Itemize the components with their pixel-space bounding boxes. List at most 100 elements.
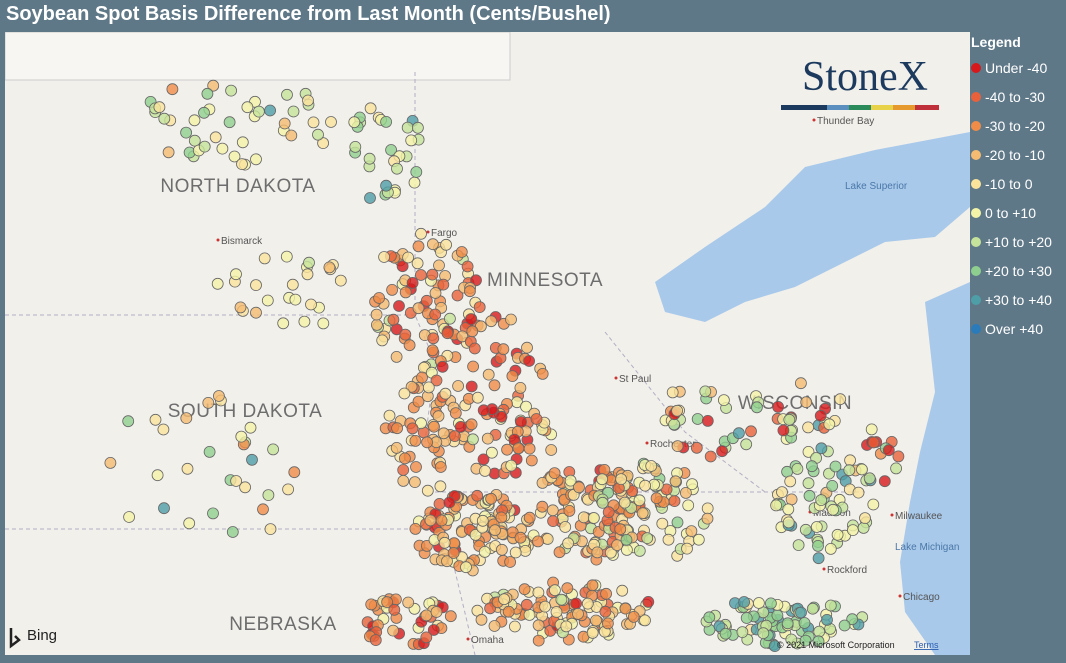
location-dot (471, 489, 484, 502)
location-dot (478, 546, 491, 558)
location-dot (865, 423, 878, 436)
location-dot (388, 603, 401, 616)
legend-swatch (971, 294, 981, 305)
location-dot (477, 453, 490, 466)
location-dot (536, 500, 549, 513)
location-dot (476, 514, 489, 527)
location-dot (602, 617, 614, 630)
location-dot (415, 227, 427, 240)
location-dot (202, 396, 215, 409)
location-dot (771, 609, 784, 622)
location-dot (443, 496, 456, 509)
location-dot (784, 475, 797, 488)
legend-swatch (971, 120, 981, 131)
location-dot (285, 129, 298, 142)
location-dot (370, 318, 383, 331)
location-dot (671, 440, 684, 453)
legend-item[interactable]: Over +40 (971, 314, 1063, 343)
legend-item[interactable]: Under -40 (971, 53, 1063, 82)
location-dot (212, 390, 225, 402)
location-dot (785, 493, 798, 506)
location-dot (482, 368, 495, 381)
terms[interactable]: Terms (914, 640, 939, 650)
location-dot (765, 597, 777, 610)
location-dot (618, 496, 631, 509)
location-dot (424, 514, 437, 527)
legend-item[interactable]: -20 to -10 (971, 140, 1063, 169)
location-dot (549, 584, 561, 597)
location-dot (736, 626, 749, 638)
location-dot (846, 613, 859, 626)
location-dot (768, 640, 781, 652)
location-dot (641, 532, 654, 545)
location-dot (685, 525, 698, 538)
location-dot (559, 521, 572, 533)
location-dot (564, 474, 577, 487)
location-dot (619, 602, 632, 615)
location-dot (449, 407, 462, 420)
legend-item[interactable]: 0 to +10 (971, 198, 1063, 227)
location-dot (323, 261, 336, 274)
location-dot (390, 441, 403, 454)
location-dot (497, 343, 510, 356)
location-dot (596, 496, 609, 509)
location-dot (505, 313, 517, 326)
legend-item[interactable]: -40 to -30 (971, 82, 1063, 111)
location-dot (681, 542, 693, 555)
location-dot (863, 472, 876, 485)
location-dot (281, 88, 293, 101)
location-dot (806, 602, 819, 615)
legend-item[interactable]: -10 to 0 (971, 169, 1063, 198)
location-dot (467, 360, 480, 373)
location-dot (258, 252, 271, 265)
location-dot (488, 379, 501, 392)
location-dot (662, 533, 675, 546)
place-marker (216, 238, 220, 242)
location-dot (463, 285, 476, 298)
legend-label: -10 to 0 (985, 175, 1033, 192)
location-dot (477, 404, 490, 417)
location-dot (471, 391, 484, 404)
location-dot (733, 427, 745, 440)
location-dot (668, 418, 680, 431)
location-dot (532, 619, 545, 632)
location-dot (441, 555, 453, 568)
location-dot (364, 192, 376, 204)
location-dot (520, 400, 532, 413)
location-dot (438, 536, 451, 549)
location-dot (645, 460, 658, 472)
location-dot (405, 134, 418, 147)
location-dot (890, 462, 902, 475)
legend-item[interactable]: +20 to +30 (971, 256, 1063, 285)
location-dot (523, 511, 536, 524)
location-dot (633, 545, 646, 557)
location-dot (802, 477, 815, 490)
location-dot (452, 380, 465, 392)
legend-item[interactable]: +10 to +20 (971, 227, 1063, 256)
location-dot (856, 463, 868, 476)
location-dot (639, 479, 651, 492)
place-label: Rockford (827, 565, 867, 576)
location-dot (892, 450, 905, 463)
place-label: Thunder Bay (817, 116, 874, 127)
location-dot (508, 620, 521, 633)
location-dot (422, 381, 435, 394)
location-dot (770, 499, 782, 512)
location-dot (671, 516, 684, 529)
location-dot (821, 614, 833, 626)
place-label: Omaha (471, 635, 504, 646)
location-dot (803, 489, 816, 502)
legend-item[interactable]: -30 to -20 (971, 111, 1063, 140)
location-dot (792, 539, 805, 551)
location-dot (523, 609, 536, 621)
location-dot (391, 162, 403, 175)
location-dot (782, 516, 795, 529)
location-dot (430, 606, 443, 618)
location-dot (408, 176, 421, 189)
location-dot (838, 619, 851, 632)
location-dot (815, 442, 828, 455)
location-dot (485, 315, 498, 328)
location-dot (158, 502, 170, 515)
location-dot (157, 423, 170, 436)
legend-item[interactable]: +30 to +40 (971, 285, 1063, 314)
